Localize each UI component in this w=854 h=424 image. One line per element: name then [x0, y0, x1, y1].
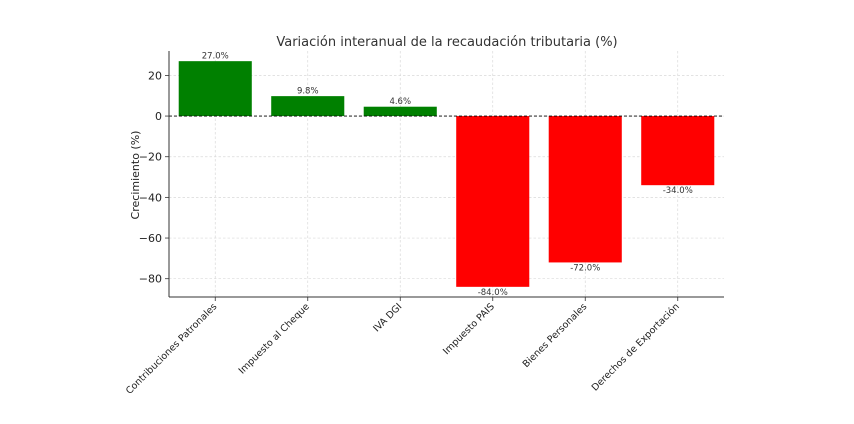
bar-3	[363, 106, 437, 117]
y-axis-label: Crecimiento (%)	[129, 131, 142, 220]
grid	[169, 51, 724, 297]
data-label-3: 4.6%	[389, 97, 411, 107]
data-label-5: -72.0%	[570, 263, 600, 273]
y-tick-label: −60	[139, 232, 162, 245]
axes	[165, 51, 724, 301]
x-tick-label: Derechos de Exportación	[590, 301, 682, 393]
bar-5	[548, 116, 622, 263]
y-tick-labels: 20 0 −20 −40 −60 −80	[139, 69, 162, 285]
x-tick-label: Impuesto al Cheque	[237, 301, 312, 376]
bar-4	[456, 116, 530, 287]
bar-6	[641, 116, 715, 186]
data-label-6: -34.0%	[663, 186, 693, 196]
x-tick-label: Impuesto PAIS	[441, 301, 497, 357]
chart-title: Variación interanual de la recaudación t…	[276, 35, 617, 50]
x-tick-label: IVA DGI	[371, 301, 404, 334]
data-label-1: 27.0%	[202, 52, 229, 62]
data-label-2: 9.8%	[297, 87, 319, 97]
y-tick-label: 0	[155, 110, 162, 123]
y-tick-label: 20	[148, 69, 162, 82]
y-tick-label: −80	[139, 273, 162, 286]
x-tick-label: Bienes Personales	[521, 301, 590, 370]
bar-1	[178, 61, 252, 117]
x-tick-label: Contribuciones Patronales	[124, 301, 219, 396]
y-tick-label: −40	[139, 191, 162, 204]
data-label-4: -84.0%	[478, 288, 508, 298]
bar-2	[271, 96, 345, 117]
x-tick-labels: Contribuciones Patronales Impuesto al Che…	[124, 301, 682, 397]
y-tick-label: −20	[139, 151, 162, 164]
data-labels: 27.0% 9.8% 4.6% -84.0% -72.0% -34.0%	[202, 52, 693, 298]
bars	[178, 61, 715, 287]
